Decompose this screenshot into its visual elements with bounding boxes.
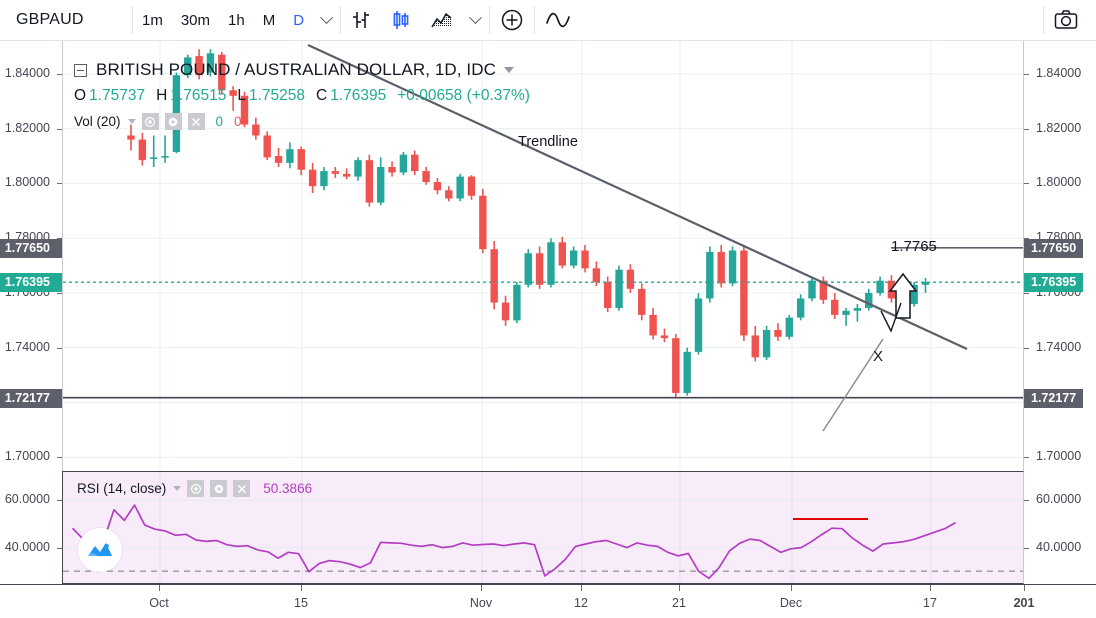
axis-tick [1024, 292, 1029, 294]
resolution-1h[interactable]: 1h [228, 11, 245, 29]
time-axis-tick [930, 585, 931, 591]
axis-tick [57, 457, 62, 459]
time-tick-label: 201 [1013, 596, 1035, 610]
axis-tick [57, 547, 62, 549]
toolbar-divider [1043, 6, 1044, 34]
price-tick-label: 1.70000 [1036, 449, 1082, 464]
rsi-tick-label: 60.0000 [4, 492, 50, 507]
axis-tick [1024, 347, 1029, 349]
resolution-30m[interactable]: 30m [180, 11, 211, 29]
axis-tick [1024, 128, 1029, 130]
axis-tick [1024, 183, 1029, 185]
current-price-badge[interactable]: 1.76395 [0, 273, 62, 293]
time-axis-tick [791, 585, 792, 591]
axis-tick [1024, 238, 1029, 240]
resolution-D[interactable]: D [293, 11, 305, 29]
rsi-pane[interactable]: RSI (14, close) 50.3866 [62, 471, 1024, 584]
symbol-label[interactable]: GBPAUD [16, 11, 84, 28]
candlestick-icon[interactable] [381, 0, 421, 41]
resolution-group: 1m 30m 1h M D [133, 0, 340, 41]
time-axis-tick [679, 585, 680, 591]
area-chart-icon[interactable] [421, 0, 462, 41]
time-axis-tick [301, 585, 302, 591]
rsi-tick-label: 40.0000 [1036, 539, 1082, 554]
toolbar-divider [534, 6, 536, 34]
time-tick-label: Oct [149, 596, 169, 610]
toolbar-divider [132, 6, 133, 34]
price-tick-label: 1.82000 [1036, 120, 1082, 135]
price-chart-svg: Trendline 1.7765 X [63, 41, 1023, 471]
rsi-tick-label: 60.0000 [1036, 492, 1082, 507]
time-tick-label: 21 [672, 596, 686, 610]
time-tick-label: Nov [469, 596, 493, 610]
price-tick-label: 1.82000 [4, 120, 50, 135]
price-tick-label: 1.74000 [1036, 339, 1082, 354]
toolbar-divider [489, 6, 491, 34]
bar-chart-icon[interactable] [341, 0, 381, 41]
resolution-1m[interactable]: 1m [142, 11, 163, 29]
chart-type-chevron-down-icon[interactable] [462, 0, 489, 41]
trendline-label: Trendline [518, 134, 578, 150]
price-level-badge[interactable]: 1.77650 [0, 238, 62, 258]
price-tick-label: 1.74000 [4, 339, 50, 354]
rsi-chart-svg [63, 472, 1023, 583]
axis-tick [57, 73, 62, 75]
time-axis-tick [159, 585, 160, 591]
price-tick-label: 1.70000 [4, 449, 50, 464]
price-tick-label: 1.84000 [4, 65, 50, 80]
plus-circle-icon[interactable] [490, 0, 534, 41]
price-tick-label: 1.80000 [4, 175, 50, 190]
axis-tick [1024, 500, 1029, 502]
camera-icon[interactable] [1044, 0, 1096, 41]
axis-tick [57, 238, 62, 240]
axis-tick [1024, 547, 1029, 549]
time-axis-tick [1024, 585, 1025, 591]
axis-tick [1024, 73, 1029, 75]
time-tick-label: 17 [923, 596, 937, 610]
top-toolbar: GBPAUD 1m 30m 1h M D [0, 0, 1096, 41]
time-tick-label: Dec [779, 596, 803, 610]
axis-tick [57, 500, 62, 502]
axis-tick [1024, 457, 1029, 459]
resolution-M[interactable]: M [262, 11, 276, 29]
watermark-logo [78, 528, 122, 572]
time-axis-tick [481, 585, 482, 591]
price-axis-left[interactable]: 1.840001.820001.800001.780001.760001.740… [0, 41, 62, 584]
toolbar-divider [340, 6, 342, 34]
current-price-badge[interactable]: 1.76395 [1024, 273, 1084, 293]
price-level-badge[interactable]: 1.72177 [1024, 388, 1084, 408]
price-tick-label: 1.84000 [1036, 65, 1082, 80]
axis-tick [57, 292, 62, 294]
chevron-down-icon[interactable] [313, 0, 340, 41]
price-chart-pane[interactable]: Trendline 1.7765 X [62, 41, 1024, 471]
time-axis[interactable]: Oct 15 Nov 12 21 Dec 17 201 [0, 584, 1096, 618]
price-tick-label: 1.80000 [1036, 175, 1082, 190]
rsi-tick-label: 40.0000 [4, 539, 50, 554]
time-tick-label: 15 [294, 596, 308, 610]
price-level-badge[interactable]: 1.77650 [1024, 238, 1084, 258]
axis-tick [57, 128, 62, 130]
price-axis-right[interactable]: 1.840001.820001.800001.780001.760001.740… [1024, 41, 1096, 584]
x-marker-label: X [873, 348, 883, 365]
indicator-group [490, 0, 534, 41]
wave-icon[interactable] [535, 0, 581, 41]
axis-tick [57, 347, 62, 349]
time-axis-tick [581, 585, 582, 591]
target-price-label: 1.7765 [891, 238, 937, 255]
axis-tick [57, 183, 62, 185]
time-tick-label: 12 [574, 596, 588, 610]
chart-type-group [341, 0, 489, 41]
price-level-badge[interactable]: 1.72177 [0, 388, 62, 408]
